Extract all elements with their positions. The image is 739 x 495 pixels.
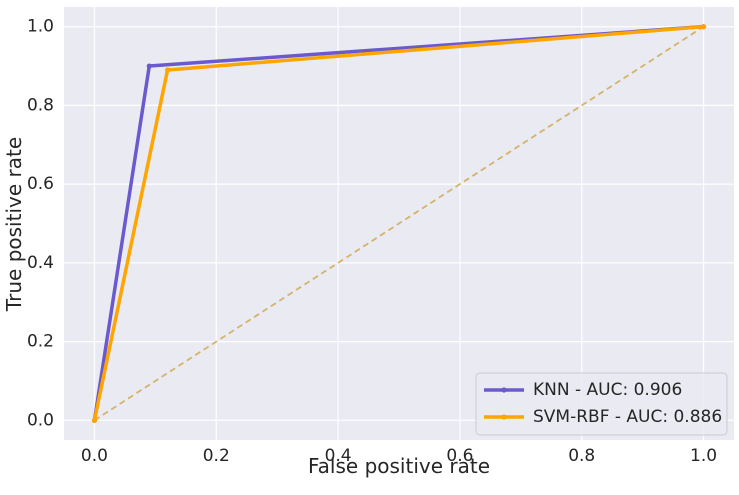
reference-line-group [93,25,705,422]
y-tick-label: 0.8 [27,95,54,115]
series-point [164,67,171,73]
series-point [700,24,707,30]
legend-label: KNN - AUC: 0.906 [533,380,682,400]
legend-marker [501,387,507,393]
legend-marker [501,414,507,420]
reference-line [93,25,705,422]
x-tick-label: 0.0 [81,446,108,466]
series-point [146,63,152,69]
y-tick-label: 0.2 [27,332,54,352]
y-axis-title: True positive rate [2,137,26,312]
grid-lines [64,7,734,440]
x-axis-title: False positive rate [308,454,490,478]
y-tick-label: 0.6 [27,174,54,194]
legend-label: SVM-RBF - AUC: 0.886 [533,407,722,427]
x-tick-labels: 0.0 0.2 0.4 0.6 0.8 1.0 [81,446,717,466]
y-tick-label: 0.4 [27,253,54,273]
y-tick-label: 0.0 [27,410,54,430]
y-tick-label: 1.0 [27,17,54,37]
x-tick-label: 0.2 [203,446,230,466]
x-tick-label: 0.4 [325,446,352,466]
series-layer [91,24,707,423]
x-tick-label: 0.8 [568,446,595,466]
legend-box [475,372,728,436]
y-tick-labels: 0.0 0.2 0.4 0.6 0.8 1.0 [27,17,54,431]
x-tick-label: 1.0 [690,446,717,466]
series-1 [91,24,707,423]
series-point [91,417,98,423]
legend: KNN - AUC: 0.906 SVM-RBF - AUC: 0.886 [475,372,728,436]
x-tick-label: 0.6 [446,446,473,466]
